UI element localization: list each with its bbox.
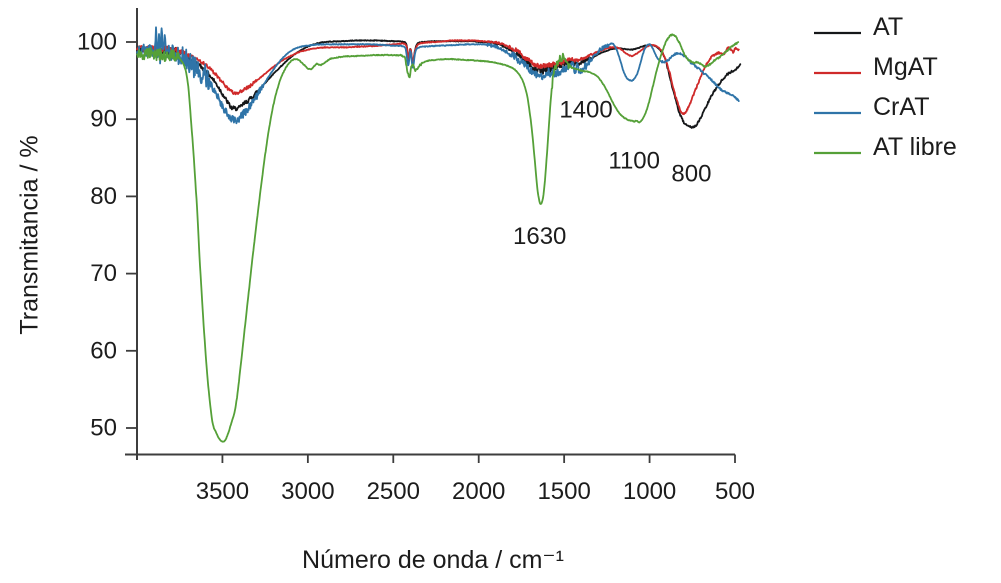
legend-label-MgAT: MgAT (873, 53, 938, 81)
spectrum-curve-CrAT (136, 26, 740, 125)
y-tick-label-60: 60 (90, 337, 117, 364)
x-tick-label-3000: 3000 (281, 478, 334, 505)
x-axis-title: Número de onda / cm⁻¹ (302, 546, 564, 574)
x-tick-label-3500: 3500 (196, 478, 249, 505)
legend-label-CrAT: CrAT (873, 93, 929, 121)
legend-label-AT-libre: AT libre (873, 133, 957, 161)
y-tick-label-90: 90 (90, 106, 117, 133)
legend-item-AT: AT (814, 13, 903, 41)
y-axis-title: Transmitancia / % (15, 135, 44, 335)
y-tick-label-80: 80 (90, 183, 117, 210)
x-tick-label-2500: 2500 (367, 478, 420, 505)
x-tick-label-1500: 1500 (537, 478, 590, 505)
legend: AT MgAT CrAT AT libre (814, 13, 957, 161)
x-tick-label-1000: 1000 (623, 478, 676, 505)
spectrum-curve-AT-libre (136, 33, 740, 443)
legend-item-AT-libre: AT libre (814, 133, 957, 161)
peak-annotation-1630: 1630 (513, 223, 566, 250)
legend-label-AT: AT (873, 13, 903, 41)
peak-annotation-1100: 1100 (608, 147, 660, 174)
spectrum-curve-MgAT (136, 39, 740, 116)
peak-annotation-800: 800 (671, 161, 711, 188)
peak-annotation-1400: 1400 (559, 96, 612, 123)
legend-item-MgAT: MgAT (814, 53, 938, 81)
legend-item-CrAT: CrAT (814, 93, 929, 121)
y-tick-label-100: 100 (77, 29, 117, 56)
x-tick-label-2000: 2000 (452, 478, 505, 505)
x-tick-label-500: 500 (715, 478, 755, 505)
y-tick-label-50: 50 (90, 415, 117, 442)
y-tick-label-70: 70 (90, 260, 117, 287)
